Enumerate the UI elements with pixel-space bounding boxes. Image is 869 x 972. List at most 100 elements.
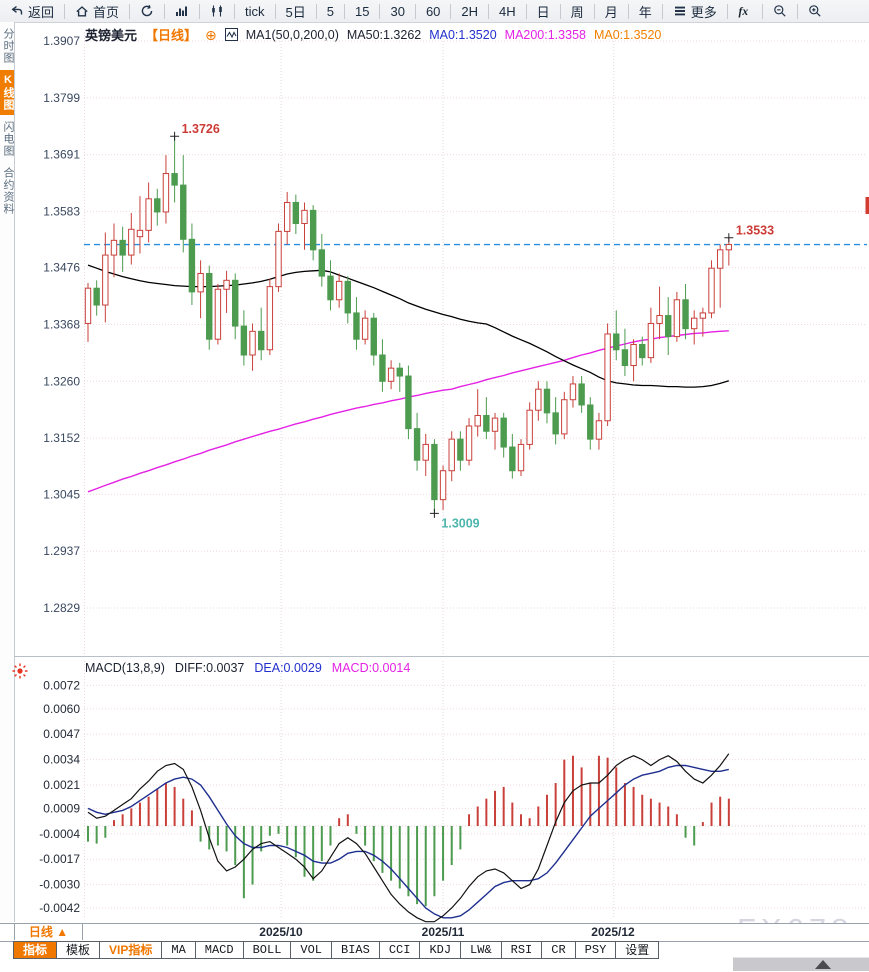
toolbar-separator — [344, 3, 345, 19]
toolbar-item-label: 5 — [326, 3, 334, 19]
mini-chart-icon — [224, 28, 238, 41]
tab-cci[interactable]: CCI — [378, 941, 421, 959]
home-button[interactable]: 首页 — [65, 0, 129, 22]
tab-boll[interactable]: BOLL — [242, 941, 292, 959]
svg-text:0.0072: 0.0072 — [43, 678, 80, 692]
toolbar-item-label: 月 — [604, 4, 618, 20]
tab-psy[interactable]: PSY — [574, 941, 617, 959]
indicator-tab-bar: 指标 模板 VIP指标 MA MACD BOLL VOL BIAS CCI KDJ LW& RSI CR… — [0, 941, 869, 960]
add-indicator-icon[interactable]: ⊕ — [205, 26, 217, 43]
tab-cr[interactable]: CR — [541, 941, 576, 959]
svg-text:1.3583: 1.3583 — [43, 204, 80, 218]
sidebar-tab-4[interactable]: 合约资料 — [2, 167, 14, 215]
svg-text:-0.0042: -0.0042 — [39, 901, 80, 915]
svg-text:1.3799: 1.3799 — [43, 91, 80, 105]
candlestick-icon — [210, 4, 224, 18]
tab-kdj[interactable]: KDJ — [419, 941, 462, 959]
refresh-icon — [140, 4, 154, 18]
price-chart-header: 英镑美元 【日线】 ⊕ MA1(50,0,200,0) MA50:1.3262 … — [85, 25, 661, 44]
back-arrow-icon — [10, 4, 24, 18]
interval-4h-button[interactable]: 4H — [489, 0, 526, 22]
tab-lwr[interactable]: LW& — [460, 941, 502, 959]
x-axis-date-label: 2025/12 — [591, 925, 635, 939]
tab-bias[interactable]: BIAS — [331, 941, 380, 959]
indicator-settings-icon[interactable] — [11, 662, 31, 682]
refresh-button[interactable] — [130, 0, 164, 22]
fx-indicator-button[interactable]: fx — [728, 0, 762, 22]
tab-settings[interactable]: 设置 — [615, 941, 660, 959]
bar-chart-style-button[interactable] — [165, 0, 199, 22]
toolbar-separator — [796, 3, 798, 19]
left-sidebar: 分时图 K线图闪电图合约资料 — [0, 22, 15, 922]
svg-text:0.0021: 0.0021 — [43, 778, 80, 792]
dea-value: DEA:0.0029 — [254, 661, 322, 675]
tab-ma[interactable]: MA — [161, 941, 196, 959]
svg-text:0.0034: 0.0034 — [43, 753, 80, 767]
svg-text:fx: fx — [738, 6, 748, 18]
bottom-scrollbar[interactable] — [733, 957, 869, 971]
scrollbar-up-arrow-icon[interactable] — [815, 960, 831, 969]
x-axis-date-label: 2025/11 — [421, 925, 465, 939]
interval-30m-button[interactable]: 30 — [380, 0, 414, 22]
toolbar-item-label: 周 — [570, 4, 584, 20]
menu-icon — [673, 4, 687, 18]
zoom-out-icon — [773, 4, 787, 18]
tab-vip-indicator[interactable]: VIP指标 — [99, 941, 163, 959]
svg-text:1.2829: 1.2829 — [43, 601, 80, 615]
interval-5d-button[interactable]: 5日 — [276, 0, 316, 22]
toolbar-item-label: tick — [245, 3, 265, 19]
sidebar-tab-2[interactable]: K线图 — [0, 70, 14, 115]
period-selector[interactable]: 日线 ▲ — [14, 924, 83, 940]
macd-chart[interactable]: 0.0072 0.0060 0.0047 0.0034 0.0021 0.0009 -0.0… — [14, 656, 869, 924]
toolbar-separator — [164, 3, 166, 19]
interval-5m-button[interactable]: 5 — [317, 0, 344, 22]
toolbar-item-label: 更多 — [690, 4, 717, 20]
interval-2h-button[interactable]: 2H — [451, 0, 488, 22]
interval-15m-button[interactable]: 15 — [345, 0, 379, 22]
bar-chart-icon — [175, 4, 189, 18]
svg-text:1.3045: 1.3045 — [43, 487, 80, 501]
svg-text:1.3260: 1.3260 — [43, 374, 80, 388]
svg-text:1.2937: 1.2937 — [43, 544, 80, 558]
zoom-out-button[interactable] — [763, 0, 797, 22]
interval-year-button[interactable]: 年 — [629, 0, 662, 22]
toolbar-separator — [379, 3, 381, 19]
tab-vol[interactable]: VOL — [290, 941, 333, 959]
tab-rsi[interactable]: RSI — [500, 941, 543, 959]
svg-text:1.3907: 1.3907 — [43, 34, 80, 48]
back-button[interactable]: 返回 — [0, 0, 64, 22]
interval-week-button[interactable]: 周 — [561, 0, 594, 22]
period-label: 日线 — [28, 925, 53, 939]
toolbar-separator — [414, 3, 416, 19]
toolbar-separator — [129, 3, 131, 19]
toolbar-separator — [726, 3, 728, 19]
tab-macd[interactable]: MACD — [194, 941, 244, 959]
toolbar-item-label: 返回 — [28, 4, 55, 20]
candlestick-style-button[interactable] — [200, 0, 234, 22]
top-toolbar: 返回 首页 tick 5日 5 15 30 60 2H 4H 日 周 月 年 更多 fx — [0, 0, 869, 23]
tab-indicator[interactable]: 指标 — [13, 941, 58, 959]
svg-text:0.0047: 0.0047 — [43, 727, 80, 741]
tab-template[interactable]: 模板 — [56, 941, 101, 959]
toolbar-separator — [234, 3, 236, 19]
sidebar-tab-3[interactable]: 闪电图 — [2, 121, 14, 157]
interval-month-button[interactable]: 月 — [595, 0, 628, 22]
x-axis-date-label: 2025/10 — [259, 925, 303, 939]
fx-icon: fx — [738, 4, 752, 18]
toolbar-item-label: 年 — [638, 4, 652, 20]
toolbar-item-label: 4H — [499, 3, 516, 19]
toolbar-separator — [761, 3, 763, 19]
zoom-in-button[interactable] — [798, 0, 832, 22]
interval-tick-button[interactable]: tick — [235, 0, 275, 22]
more-button[interactable]: 更多 — [663, 0, 727, 22]
svg-text:0.0009: 0.0009 — [43, 801, 80, 815]
price-chart[interactable]: 1.3907 1.3799 1.3691 1.3583 1.3476 1.3368 1.32… — [14, 22, 869, 656]
ma-settings-label: MA1(50,0,200,0) — [245, 27, 339, 42]
sidebar-tab-1[interactable]: 分时图 — [2, 28, 14, 64]
svg-text:1.3476: 1.3476 — [43, 261, 80, 275]
svg-text:1.3726: 1.3726 — [182, 122, 220, 136]
interval-60m-button[interactable]: 60 — [416, 0, 450, 22]
macd-value: MACD:0.0014 — [331, 661, 411, 675]
interval-day-button[interactable]: 日 — [527, 0, 560, 22]
